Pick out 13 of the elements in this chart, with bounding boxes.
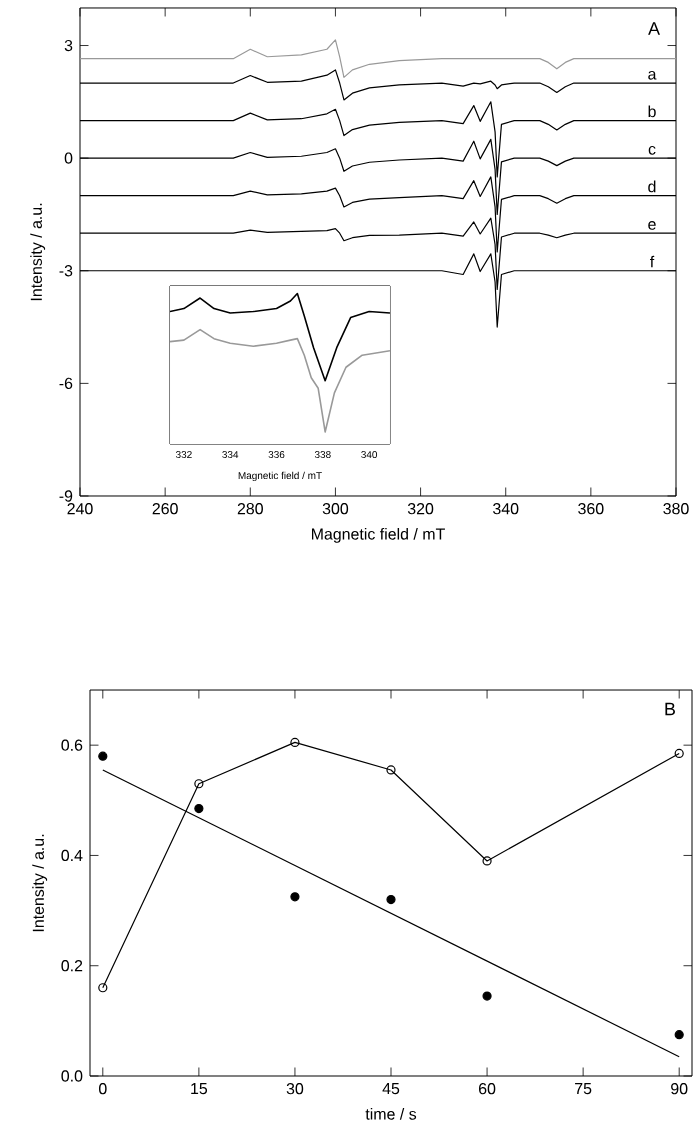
point xyxy=(386,765,396,775)
point xyxy=(98,751,108,761)
line-series xyxy=(80,39,677,79)
annotation: B xyxy=(665,702,675,716)
point xyxy=(290,737,300,747)
point xyxy=(386,894,396,905)
point xyxy=(674,1030,684,1040)
point xyxy=(194,779,204,789)
point xyxy=(194,803,204,814)
annotation: A xyxy=(648,22,660,35)
point xyxy=(290,892,300,902)
point xyxy=(482,856,492,866)
point xyxy=(482,991,492,1001)
